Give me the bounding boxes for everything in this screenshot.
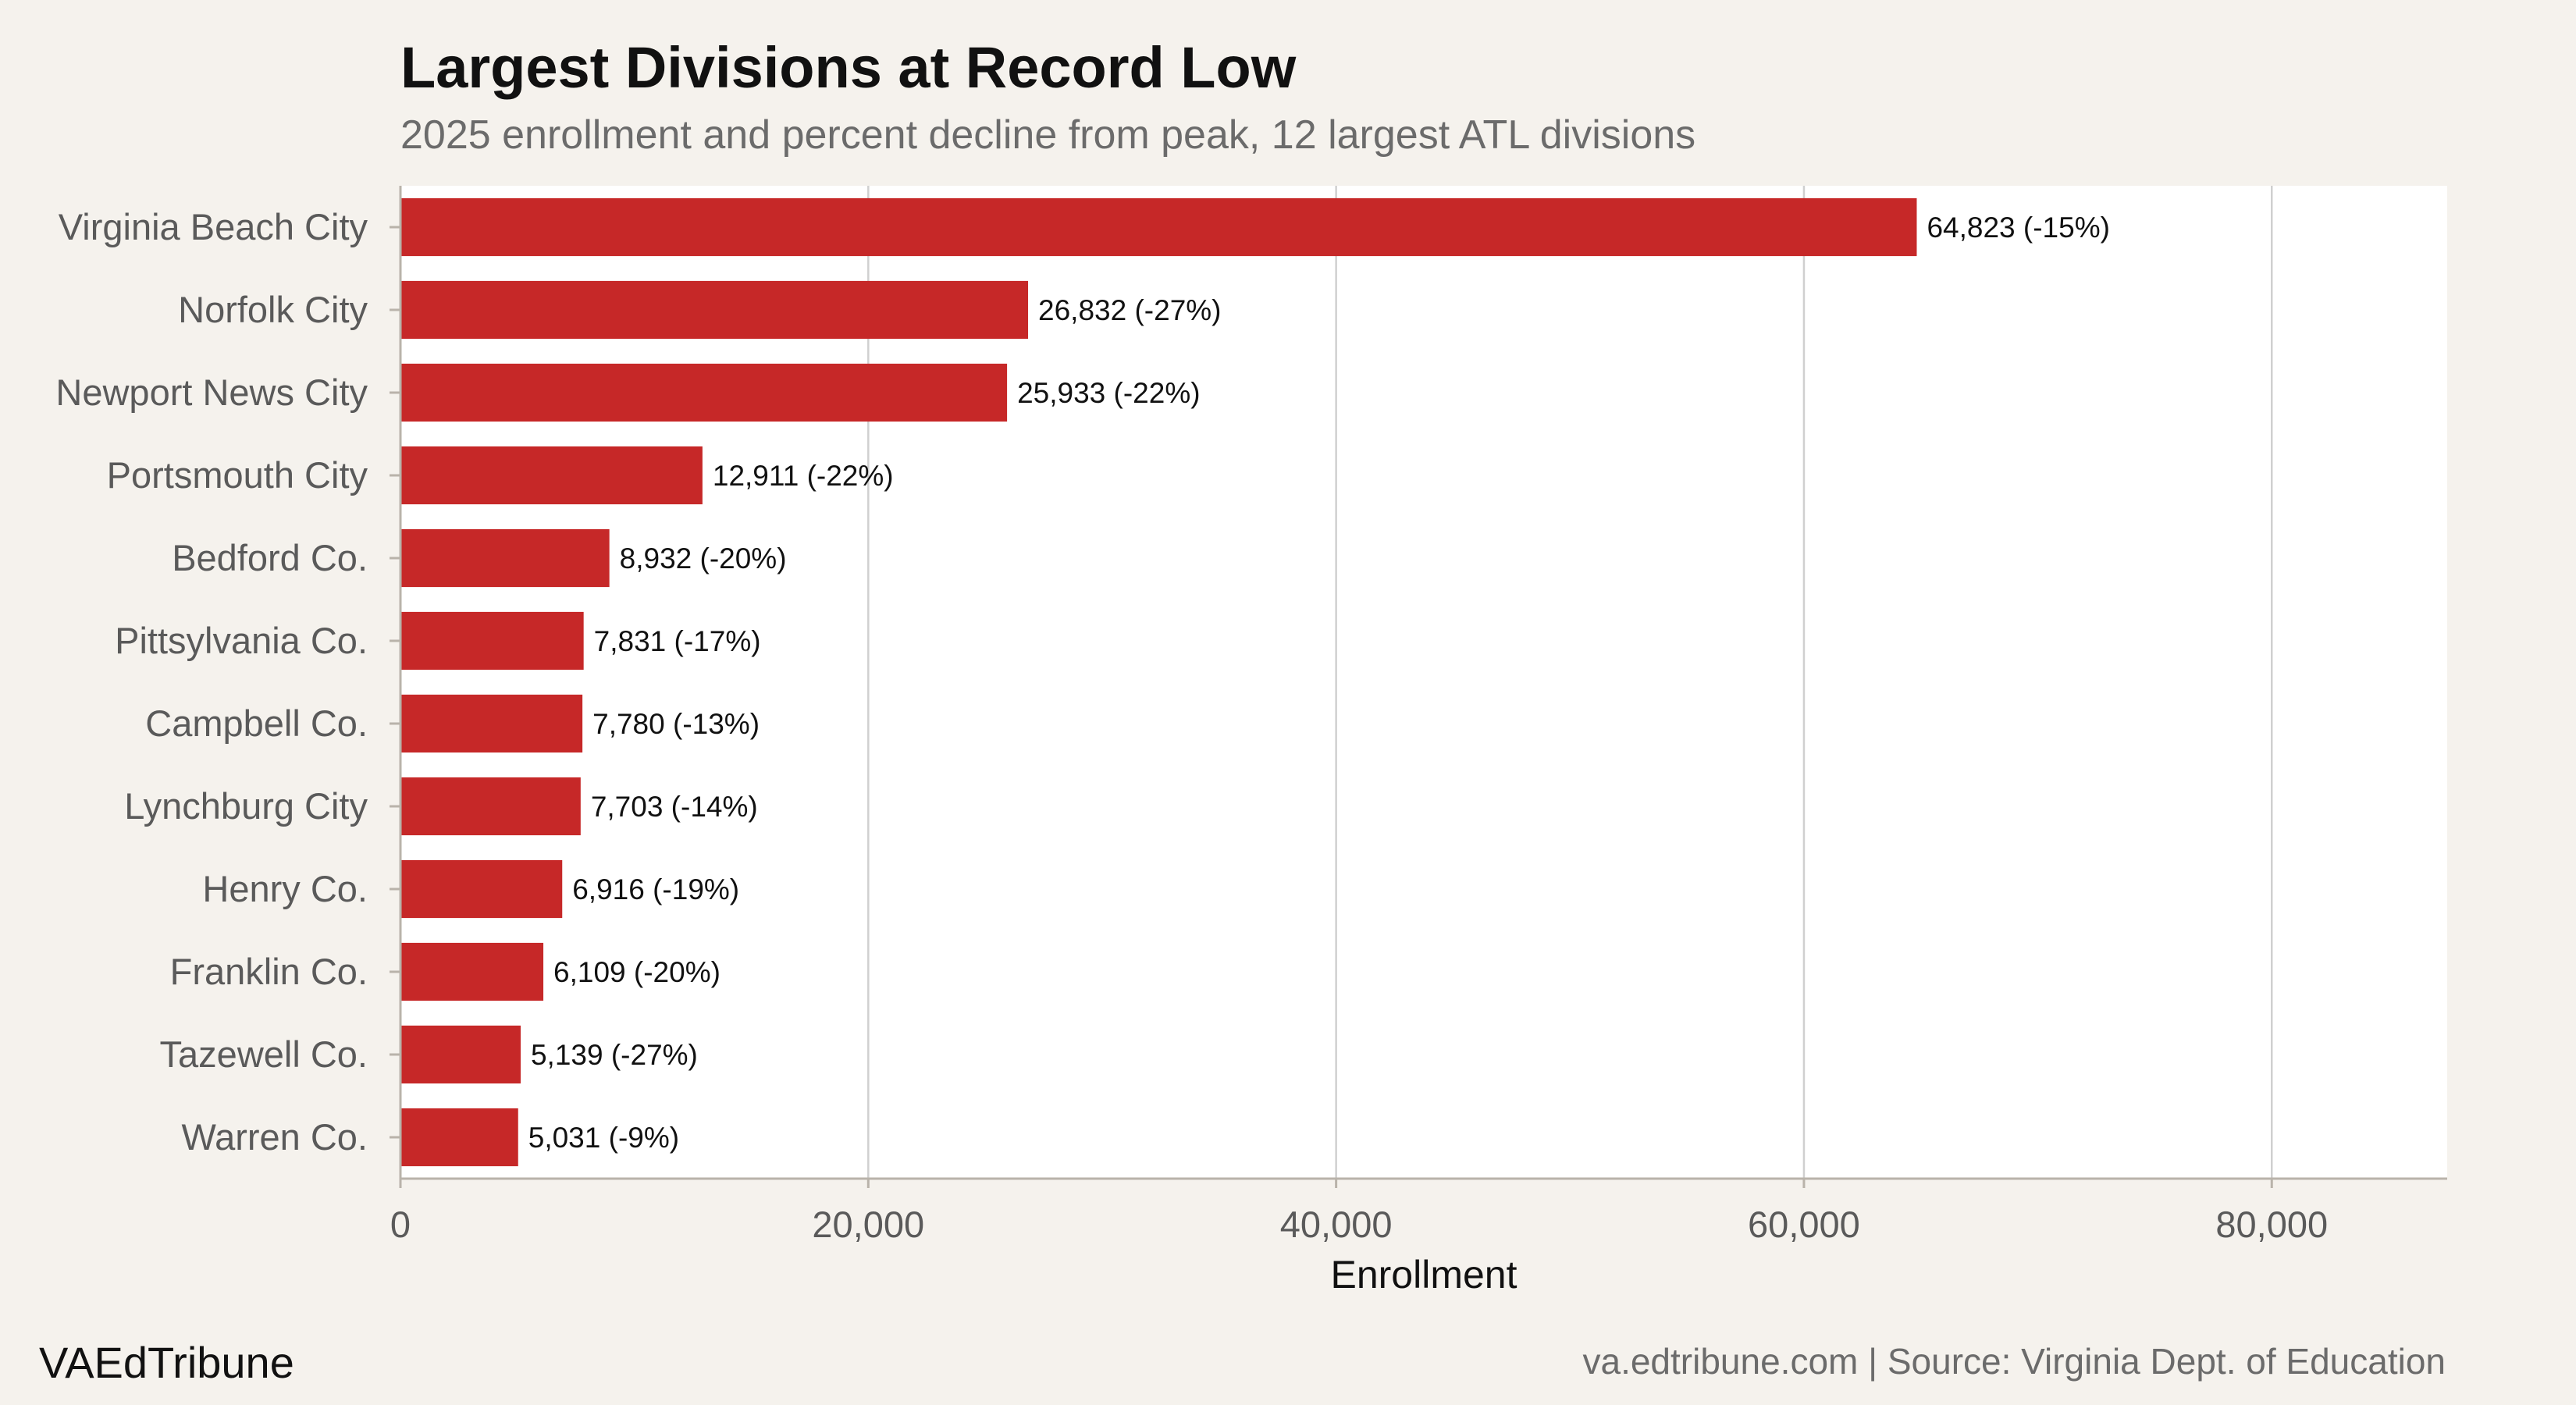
x-tick-label: 0 [390,1204,411,1245]
x-axis-title: Enrollment [1331,1253,1517,1297]
category-label: Bedford Co. [172,537,368,578]
category-label: Portsmouth City [107,454,368,496]
bar [400,777,581,836]
category-label: Pittsylvania Co. [115,620,368,661]
data-label: 12,911 (-22%) [713,460,894,492]
x-tick-label: 20,000 [812,1204,924,1245]
brand-logo: VAEdTribune [39,1338,294,1387]
category-label: Lynchburg City [124,785,368,827]
x-tick-label: 60,000 [1748,1204,1860,1245]
bar [400,446,703,505]
data-label: 7,703 (-14%) [591,791,758,823]
data-label: 64,823 (-15%) [1927,212,2109,244]
category-labels: Virginia Beach City Norfolk City Newport N… [55,206,400,1158]
bar [400,197,1917,257]
data-label: 26,832 (-27%) [1038,294,1221,326]
bar [400,859,563,919]
category-label: Tazewell Co. [160,1033,368,1075]
bar [400,528,610,588]
chart-title: Largest Divisions at Record Low [400,35,1297,100]
bar [400,694,583,753]
bar [400,363,1008,422]
gridlines [867,186,2273,1179]
category-label: Virginia Beach City [59,206,368,247]
bars [400,197,1917,1167]
source-note: va.edtribune.com | Source: Virginia Dept… [1582,1341,2446,1382]
category-label: Campbell Co. [145,702,368,744]
data-label: 5,031 (-9%) [528,1122,679,1154]
data-label: 6,109 (-20%) [553,956,720,988]
data-label: 25,933 (-22%) [1017,377,1200,409]
category-label: Henry Co. [202,868,368,909]
data-label: 7,831 (-17%) [594,625,761,657]
bar [400,611,584,670]
bar [400,280,1029,340]
category-label: Franklin Co. [170,951,368,992]
chart-subtitle: 2025 enrollment and percent decline from… [400,112,1695,158]
bar [400,1108,518,1167]
category-label: Newport News City [55,372,368,413]
bar [400,942,544,1001]
category-label: Warren Co. [181,1116,368,1158]
data-label: 8,932 (-20%) [620,542,787,574]
x-axis-ticks: 0 20,000 40,000 60,000 80,000 [390,1179,2328,1245]
data-label: 7,780 (-13%) [592,708,760,740]
data-label: 5,139 (-27%) [531,1039,698,1071]
data-labels: 64,823 (-15%) 26,832 (-27%) 25,933 (-22%) 1… [528,212,2110,1154]
x-tick-label: 40,000 [1280,1204,1393,1245]
plot-panel [400,186,2447,1179]
data-label: 6,916 (-19%) [572,873,739,905]
category-label: Norfolk City [178,289,368,330]
bar [400,1025,521,1084]
x-tick-label: 80,000 [2215,1204,2328,1245]
